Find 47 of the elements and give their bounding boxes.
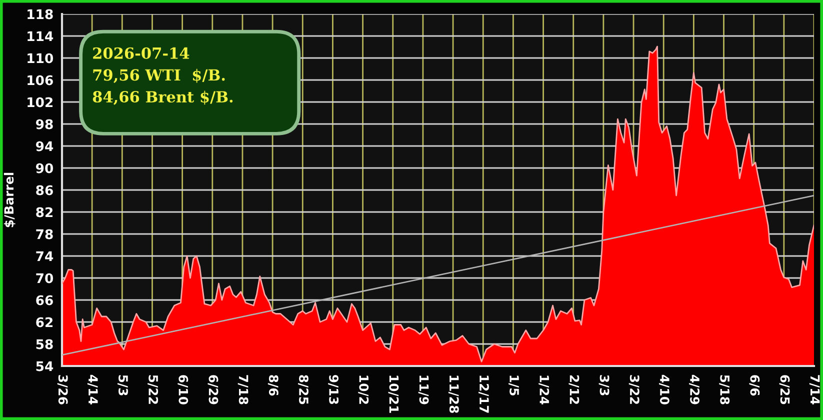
x-tick-label: 1/5 xyxy=(508,376,519,396)
y-tick-label: 98 xyxy=(36,119,53,130)
y-tick-label: 78 xyxy=(36,229,53,240)
x-tick-label: 12/17 xyxy=(478,376,489,413)
y-tick-label: 86 xyxy=(36,185,53,196)
x-tick-label: 4/14 xyxy=(87,374,98,404)
x-tick-label: 5/3 xyxy=(118,375,128,396)
y-tick-label: 66 xyxy=(36,295,53,306)
y-tick-label: 102 xyxy=(28,97,53,108)
y-tick-label: 94 xyxy=(36,141,54,152)
y-tick-label: 106 xyxy=(28,75,53,86)
y-tick-label: 70 xyxy=(36,273,54,284)
x-tick-label: 5/22 xyxy=(148,375,158,404)
y-tick-label: 74 xyxy=(36,251,54,262)
x-tick-label: 7/18 xyxy=(238,375,248,404)
x-tick-label: 4/29 xyxy=(689,374,700,404)
x-tick-label: 8/25 xyxy=(298,375,308,404)
y-tick-label: 58 xyxy=(36,339,53,350)
y-axis-title: $/Barrel xyxy=(4,172,16,228)
x-tick-label: 10/21 xyxy=(388,376,399,413)
y-tick-label: 82 xyxy=(36,207,53,218)
x-tick-label: 6/10 xyxy=(178,375,188,404)
x-tick-label: 3/22 xyxy=(628,375,640,404)
x-tick-label: 6/29 xyxy=(208,375,218,404)
x-tick-label: 11/9 xyxy=(418,376,429,404)
y-tick-label: 90 xyxy=(36,163,54,174)
x-tick-label: 6/25 xyxy=(779,375,790,404)
x-tick-label: 6/6 xyxy=(749,375,760,396)
y-tick-label: 54 xyxy=(36,361,54,372)
annotation: 2026-07-14 xyxy=(93,47,190,59)
y-tick-label: 62 xyxy=(36,317,53,328)
y-tick-label: 114 xyxy=(28,31,54,42)
x-tick-label: 8/6 xyxy=(268,375,278,396)
x-tick-label: 10/2 xyxy=(358,376,369,404)
x-tick-label: 9/13 xyxy=(328,374,339,404)
x-tick-label: 3/26 xyxy=(57,375,68,404)
x-tick-label: 5/18 xyxy=(719,375,730,404)
x-tick-label: 11/28 xyxy=(448,376,459,413)
annotation: 84,66 Brent $/B. xyxy=(92,90,233,105)
x-tick-label: 7/14 xyxy=(809,375,820,404)
x-tick-label: 4/10 xyxy=(658,374,670,404)
x-tick-label: 2/12 xyxy=(568,375,580,404)
x-tick-label: 3/3 xyxy=(598,375,610,396)
x-tick-label: 1/24 xyxy=(538,376,550,404)
y-tick-label: 110 xyxy=(28,53,54,64)
annotation: 79,56 WTI $/B. xyxy=(93,68,225,84)
y-tick-label: 118 xyxy=(28,9,53,20)
